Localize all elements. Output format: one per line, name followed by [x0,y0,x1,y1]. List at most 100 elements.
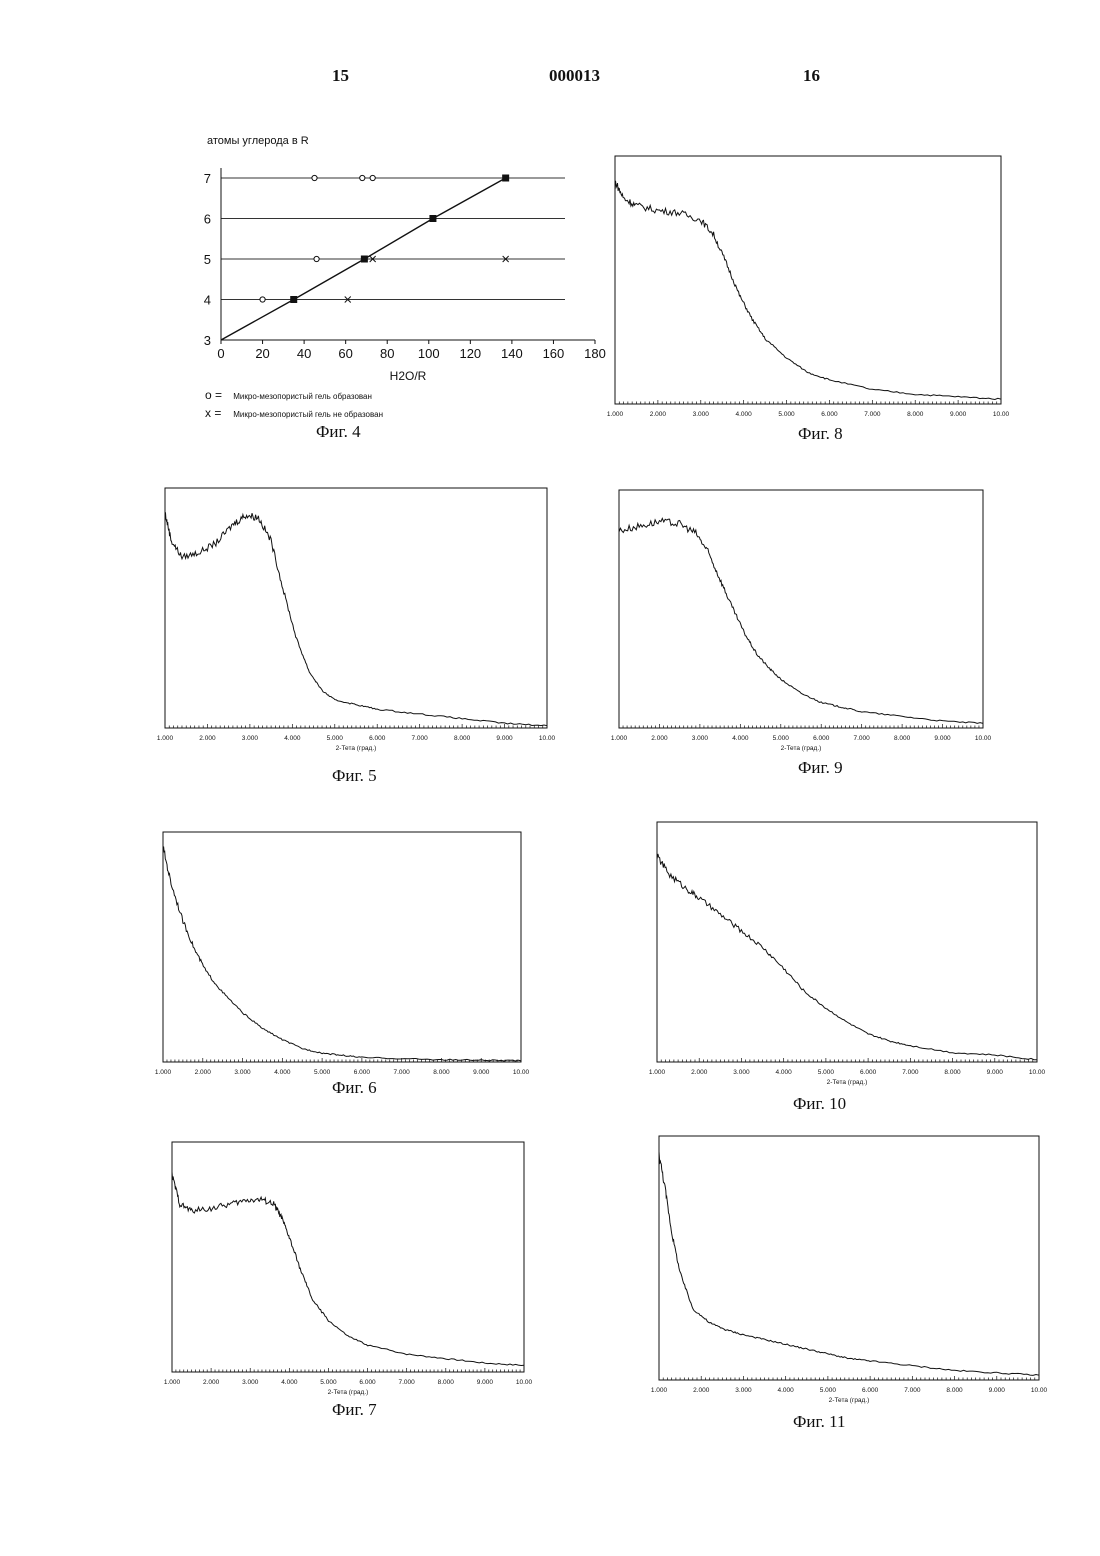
fig11-x-tick-label: 8.000 [946,1387,963,1394]
fig4-x-tick-label: 140 [501,346,523,361]
fig11-x-tick-label: 10.00 [1031,1387,1048,1394]
fig4-x-tick-label: 160 [543,346,565,361]
fig11-x-tick-label: 1.000 [651,1387,668,1394]
fig11-x-tick-label: 7.000 [904,1387,921,1394]
fig7-x-tick-label: 7.000 [399,1379,416,1386]
fig7-x-tick-label: 6.000 [359,1379,376,1386]
fig8-x-tick-label: 4.000 [736,411,753,418]
fig6-x-tick-label: 5.000 [314,1069,331,1076]
fig4-caption: Фиг. 4 [316,422,361,442]
fig4-y-tick-label: 3 [204,333,211,348]
document-number: 000013 [549,66,600,86]
legend-symbol-formed: o = [205,388,231,402]
fig11-x-tick-label: 5.000 [820,1387,837,1394]
fig6-caption: Фиг. 6 [332,1078,377,1098]
fig5-xlabel: 2-Тета (град.) [336,745,377,752]
fig4-ylabel: атомы углерода в R [207,135,309,147]
fig9-x-tick-label: 3.000 [692,735,709,742]
fig9-x-tick-label: 7.000 [854,735,871,742]
fig4-xlabel: H2O/R [390,369,427,383]
fig7-x-tick-label: 2.000 [203,1379,220,1386]
fig4-point-threshold [429,215,436,222]
fig6-x-tick-label: 10.00 [513,1069,530,1076]
fig6-x-tick-label: 1.000 [155,1069,172,1076]
fig5-x-tick-label: 1.000 [157,735,174,742]
fig4-point-formed [260,297,265,302]
fig6-x-tick-label: 3.000 [234,1069,251,1076]
fig8-caption: Фиг. 8 [798,424,843,444]
fig8-x-tick-label: 3.000 [693,411,710,418]
fig5-caption: Фиг. 5 [332,766,377,786]
fig6-x-tick-label: 4.000 [274,1069,291,1076]
fig8-x-tick-label: 10.00 [993,411,1010,418]
fig10-x-tick-label: 10.00 [1029,1069,1046,1076]
fig9-x-tick-label: 2.000 [651,735,668,742]
fig10-x-tick-label: 5.000 [818,1069,835,1076]
fig4-y-tick-label: 6 [204,212,211,227]
fig11-frame [659,1136,1039,1380]
fig8-x-tick-label: 7.000 [864,411,881,418]
fig7-x-tick-label: 10.00 [516,1379,533,1386]
fig10-x-tick-label: 8.000 [944,1069,961,1076]
fig11-x-tick-label: 6.000 [862,1387,879,1394]
fig7-frame [172,1142,524,1372]
fig6-chart: 1.000 2.000 3.000 4.000 5.000 6.000 7.000 8.000… [155,826,545,1082]
fig7-chart: 1.0002.0003.0004.0005.0006.0007.0008.000… [160,1136,540,1402]
fig4-x-tick-label: 20 [255,346,269,361]
fig11-curve [659,1152,1039,1376]
fig5-x-tick-label: 9.000 [496,735,513,742]
fig8-x-tick-label: 9.000 [950,411,967,418]
fig9-x-tick-label: 8.000 [894,735,911,742]
fig5-x-tick-label: 3.000 [242,735,259,742]
fig6-frame [163,832,521,1062]
fig5-frame [165,488,547,728]
fig6-x-tick-label: 8.000 [433,1069,450,1076]
fig8-x-tick-label: 8.000 [907,411,924,418]
fig11-x-tick-label: 2.000 [693,1387,710,1394]
fig10-frame [657,822,1037,1062]
fig7-x-tick-label: 1.000 [164,1379,181,1386]
fig11-chart: 1.0002.0003.0004.0005.0006.0007.0008.000… [645,1130,1055,1414]
fig10-xlabel: 2-Тета (град.) [827,1079,868,1086]
fig6-x-tick-label: 7.000 [394,1069,411,1076]
fig11-xlabel: 2-Тета (град.) [829,1397,870,1404]
fig5-x-tick-label: 2.000 [199,735,216,742]
legend-text-formed: Микро-мезопористый гель образован [233,392,372,401]
fig5-chart: 1.0002.0003.0004.0005.0006.0007.0008.000… [155,482,565,772]
fig7-x-tick-label: 5.000 [320,1379,337,1386]
fig8-x-tick-label: 2.000 [650,411,667,418]
fig6-x-tick-label: 2.000 [195,1069,212,1076]
fig9-caption: Фиг. 9 [798,758,843,778]
fig7-x-tick-label: 3.000 [242,1379,259,1386]
fig5-x-tick-label: 4.000 [284,735,301,742]
fig9-x-tick-label: 9.000 [934,735,951,742]
fig9-x-tick-label: 6.000 [813,735,830,742]
fig4-x-tick-label: 40 [297,346,311,361]
fig9-xlabel: 2-Тета (град.) [781,745,822,752]
fig4-x-tick-label: 80 [380,346,394,361]
fig10-x-tick-label: 9.000 [987,1069,1004,1076]
fig5-x-tick-label: 7.000 [412,735,429,742]
fig6-x-tick-label: 6.000 [354,1069,371,1076]
fig5-x-tick-label: 10.00 [539,735,556,742]
fig7-x-tick-label: 9.000 [477,1379,494,1386]
page-number-right: 16 [803,66,820,86]
fig11-caption: Фиг. 11 [793,1412,845,1432]
fig4-point-threshold [502,175,509,182]
fig4-y-tick-label: 7 [204,171,211,186]
fig8-curve [615,181,1001,400]
fig10-x-tick-label: 1.000 [649,1069,666,1076]
page-number-left: 15 [332,66,349,86]
fig7-caption: Фиг. 7 [332,1400,377,1420]
fig10-x-tick-label: 7.000 [902,1069,919,1076]
fig4-x-tick-label: 100 [418,346,440,361]
fig4-point-formed [370,175,375,180]
fig5-x-tick-label: 6.000 [369,735,386,742]
fig10-x-tick-label: 4.000 [776,1069,793,1076]
fig8-chart: 1.0002.0003.0004.0005.0006.0007.0008.000… [605,150,1025,432]
fig8-x-tick-label: 5.000 [778,411,795,418]
fig7-x-tick-label: 4.000 [281,1379,298,1386]
legend-row-not-formed: x = Микро-мезопористый гель не образован [205,406,383,420]
fig5-curve [165,513,547,726]
fig8-x-tick-label: 1.000 [607,411,624,418]
